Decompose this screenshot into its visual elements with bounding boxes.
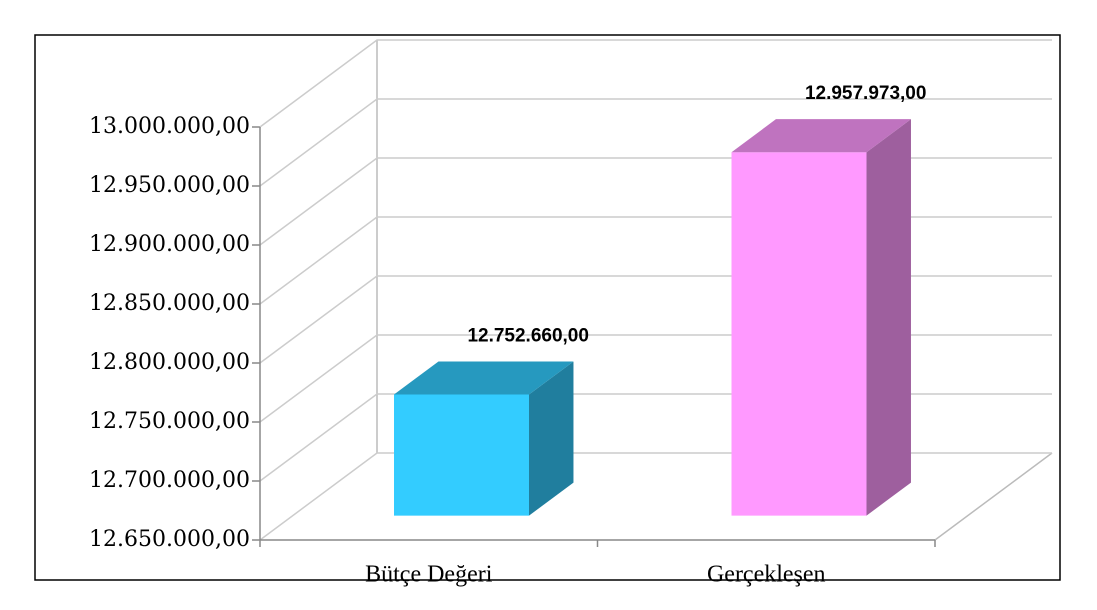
bar: [394, 394, 530, 516]
x-tick-label: Bütçe Değeri: [365, 562, 493, 588]
chart-border: [34, 34, 1061, 581]
y-tick-label: 12.700.000,00: [89, 468, 250, 493]
x-tick-label: Gerçekleşen: [707, 562, 826, 588]
y-tick-label: 12.950.000,00: [89, 173, 250, 198]
value-label: 12.957.973,00: [805, 83, 927, 104]
grid-line: [259, 393, 1052, 482]
grid-line: [259, 334, 1052, 423]
y-tick-label: 12.900.000,00: [89, 232, 250, 257]
bar-side: [866, 119, 911, 516]
grid-line: [259, 452, 1052, 541]
bar-side: [529, 361, 574, 516]
value-label: 12.752.660,00: [467, 325, 589, 346]
floor-edge: [934, 452, 1053, 541]
y-tick-label: 13.000.000,00: [89, 114, 250, 139]
grid-line: [259, 98, 1052, 187]
y-tick-label: 12.750.000,00: [89, 409, 250, 434]
grid-line: [259, 275, 1052, 364]
grid-line: [259, 216, 1052, 305]
bar: [731, 152, 867, 516]
grid-line: [259, 157, 1052, 246]
bar-top: [394, 361, 574, 395]
grid-line: [259, 39, 1052, 128]
y-tick-label: 12.800.000,00: [89, 350, 250, 375]
bar-top: [731, 119, 911, 153]
y-tick-label: 12.850.000,00: [89, 291, 250, 316]
y-tick-label: 12.650.000,00: [89, 527, 250, 552]
